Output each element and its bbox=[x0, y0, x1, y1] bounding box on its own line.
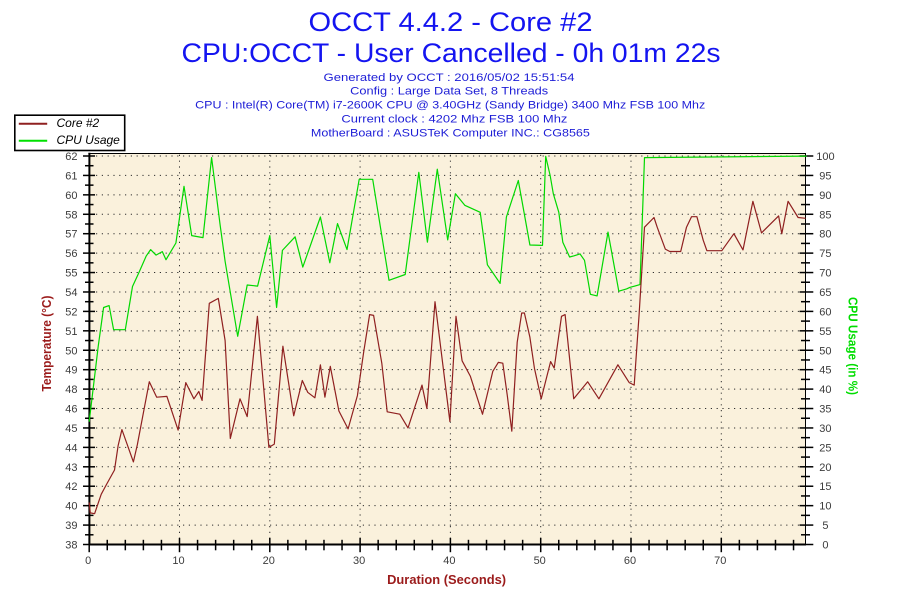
svg-text:90: 90 bbox=[819, 190, 831, 202]
svg-text:46: 46 bbox=[65, 404, 77, 416]
svg-text:0: 0 bbox=[85, 555, 91, 567]
svg-text:Core #2: Core #2 bbox=[57, 116, 100, 130]
svg-text:40: 40 bbox=[819, 384, 831, 396]
svg-text:OCCT 4.4.2 - Core #2: OCCT 4.4.2 - Core #2 bbox=[309, 6, 593, 37]
svg-text:60: 60 bbox=[624, 555, 636, 567]
svg-text:75: 75 bbox=[819, 248, 831, 260]
svg-text:CPU : Intel(R) Core(TM) i7-260: CPU : Intel(R) Core(TM) i7-2600K CPU @ 3… bbox=[195, 100, 705, 112]
svg-text:44: 44 bbox=[65, 442, 77, 454]
svg-text:20: 20 bbox=[819, 462, 831, 474]
svg-text:100: 100 bbox=[816, 151, 834, 163]
svg-text:30: 30 bbox=[819, 423, 831, 435]
svg-text:50: 50 bbox=[819, 345, 831, 357]
svg-text:48: 48 bbox=[65, 384, 77, 396]
svg-text:20: 20 bbox=[263, 555, 275, 567]
svg-text:Temperature (°C): Temperature (°C) bbox=[39, 296, 54, 392]
svg-text:43: 43 bbox=[65, 462, 77, 474]
svg-text:45: 45 bbox=[65, 423, 77, 435]
svg-text:61: 61 bbox=[65, 170, 77, 182]
svg-text:Duration (Seconds): Duration (Seconds) bbox=[387, 572, 506, 587]
svg-text:70: 70 bbox=[819, 268, 831, 280]
svg-text:0: 0 bbox=[822, 540, 828, 552]
svg-text:95: 95 bbox=[819, 170, 831, 182]
svg-text:49: 49 bbox=[65, 365, 77, 377]
svg-text:70: 70 bbox=[714, 555, 726, 567]
svg-text:58: 58 bbox=[65, 209, 77, 221]
svg-text:57: 57 bbox=[65, 229, 77, 241]
svg-text:CPU:OCCT - User Cancelled - 0h: CPU:OCCT - User Cancelled - 0h 01m 22s bbox=[182, 37, 721, 68]
svg-text:50: 50 bbox=[534, 555, 546, 567]
svg-text:62: 62 bbox=[65, 151, 77, 163]
svg-text:45: 45 bbox=[819, 365, 831, 377]
svg-text:51: 51 bbox=[65, 326, 77, 338]
svg-text:5: 5 bbox=[822, 520, 828, 532]
svg-text:39: 39 bbox=[65, 520, 77, 532]
svg-text:60: 60 bbox=[819, 306, 831, 318]
svg-text:CPU Usage (in %): CPU Usage (in %) bbox=[846, 297, 861, 395]
svg-text:Generated by OCCT : 2016/05/02: Generated by OCCT : 2016/05/02 15:51:54 bbox=[324, 72, 575, 84]
svg-text:30: 30 bbox=[353, 555, 365, 567]
svg-text:42: 42 bbox=[65, 481, 77, 493]
svg-text:60: 60 bbox=[65, 190, 77, 202]
svg-text:55: 55 bbox=[65, 268, 77, 280]
svg-text:80: 80 bbox=[819, 229, 831, 241]
svg-text:65: 65 bbox=[819, 287, 831, 299]
svg-text:55: 55 bbox=[819, 326, 831, 338]
svg-text:50: 50 bbox=[65, 345, 77, 357]
svg-text:54: 54 bbox=[65, 287, 77, 299]
svg-text:MotherBoard : ASUSTeK Computer: MotherBoard : ASUSTeK Computer INC.: CG8… bbox=[311, 127, 590, 139]
svg-text:15: 15 bbox=[819, 481, 831, 493]
svg-text:CPU Usage: CPU Usage bbox=[57, 133, 121, 147]
svg-text:56: 56 bbox=[65, 248, 77, 260]
svg-text:52: 52 bbox=[65, 306, 77, 318]
svg-text:Current clock : 4202 Mhz FSB 1: Current clock : 4202 Mhz FSB 100 Mhz bbox=[341, 114, 567, 126]
svg-text:Config : Large Data Set, 8 Thr: Config : Large Data Set, 8 Threads bbox=[350, 86, 549, 98]
svg-text:40: 40 bbox=[443, 555, 455, 567]
svg-text:10: 10 bbox=[172, 555, 184, 567]
svg-text:10: 10 bbox=[819, 501, 831, 513]
svg-text:25: 25 bbox=[819, 442, 831, 454]
svg-text:85: 85 bbox=[819, 209, 831, 221]
svg-text:38: 38 bbox=[65, 540, 77, 552]
svg-text:35: 35 bbox=[819, 404, 831, 416]
svg-text:40: 40 bbox=[65, 501, 77, 513]
